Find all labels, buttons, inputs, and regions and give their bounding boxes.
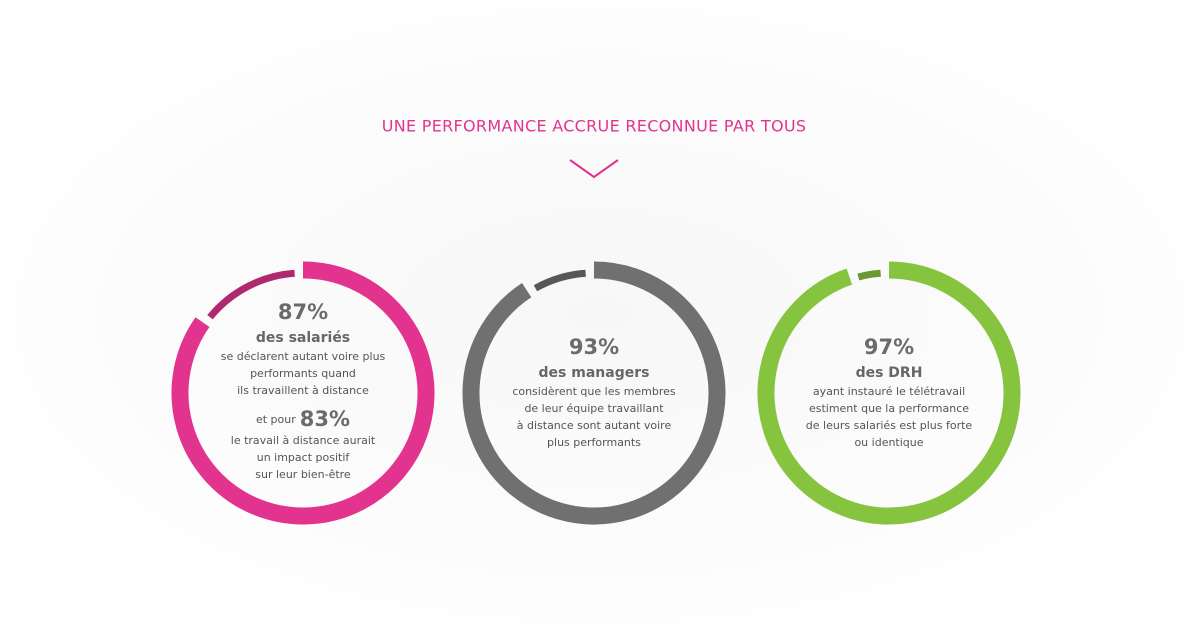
percentage: 87% (278, 300, 328, 324)
description: performants quand (250, 367, 356, 380)
heading: des DRH (856, 365, 923, 381)
description: se déclarent autant voire plus (221, 350, 386, 363)
description: considèrent que les membres (512, 385, 676, 398)
description: ou identique (854, 436, 923, 449)
description: plus performants (547, 436, 641, 449)
description: sur leur bien-être (255, 468, 351, 481)
chevron (569, 159, 619, 179)
description: de leurs salariés est plus forte (806, 419, 973, 432)
ring-value-arc (462, 261, 726, 525)
description: ayant instauré le télétravail (813, 385, 965, 398)
ring-card: 87% des salariés se déclarent autant voire… (171, 261, 435, 525)
second-percentage: 83% (300, 407, 350, 431)
ring-rest-arc (857, 269, 881, 281)
ring-value-arc (171, 261, 435, 525)
ring-card: 93% des managers considèrent que les membr… (462, 261, 726, 525)
description: ils travaillent à distance (237, 384, 369, 397)
ring-card: 97% des DRH ayant instauré le télétravail e… (757, 261, 1021, 525)
ring-rest-arc (533, 269, 586, 292)
description: le travail à distance aurait (231, 434, 376, 447)
ring-rest-arc (207, 269, 295, 320)
description: estiment que la performance (809, 402, 969, 415)
rings: 87% des salariés se déclarent autant voire… (171, 261, 1021, 525)
description: à distance sont autant voire (517, 419, 672, 432)
description: un impact positif (257, 451, 351, 464)
heading: des salariés (256, 330, 350, 346)
description: de leur équipe travaillant (524, 402, 664, 415)
second-prefix: et pour (256, 413, 296, 426)
title: UNE PERFORMANCE ACCRUE RECONNUE PAR TOUS (382, 117, 807, 136)
percentage: 93% (569, 335, 619, 359)
heading: des managers (539, 365, 650, 381)
second-line: et pour 83% (256, 407, 350, 431)
percentage: 97% (864, 335, 914, 359)
ring-value-arc (757, 261, 1021, 525)
